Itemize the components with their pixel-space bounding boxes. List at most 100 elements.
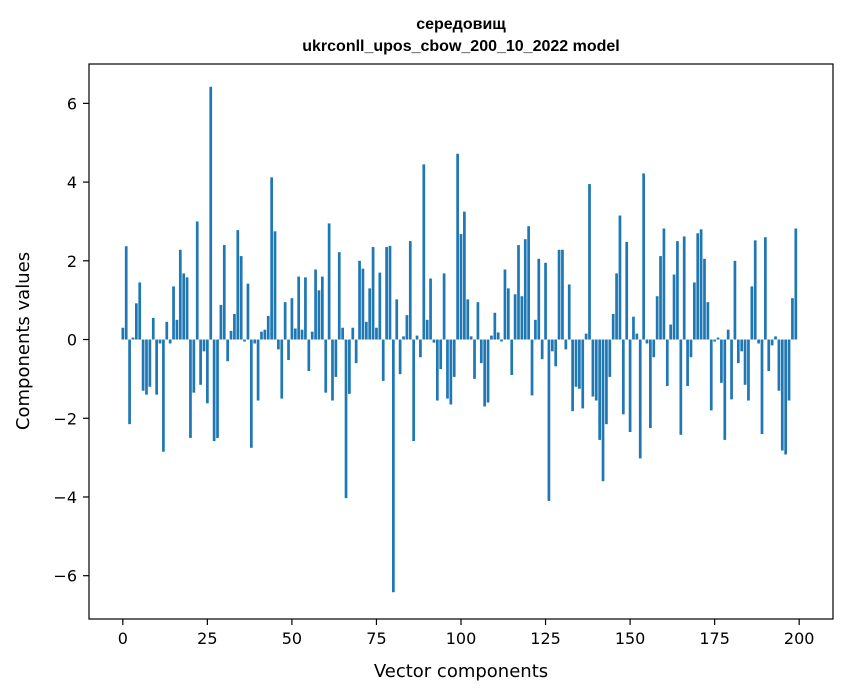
bar xyxy=(753,240,757,340)
bar xyxy=(649,339,652,429)
bar xyxy=(594,339,598,401)
bar xyxy=(544,262,547,340)
bar xyxy=(178,249,182,340)
bar xyxy=(794,228,798,340)
bar xyxy=(368,288,372,340)
bar xyxy=(747,339,750,401)
bar xyxy=(419,339,422,358)
bar xyxy=(669,324,673,340)
bar xyxy=(324,339,328,393)
bar xyxy=(354,339,358,364)
x-tick-label: 200 xyxy=(784,629,815,648)
bar xyxy=(557,249,561,340)
bar xyxy=(452,339,456,377)
bar xyxy=(172,286,175,340)
bar xyxy=(175,319,179,340)
bar xyxy=(212,339,216,442)
bar xyxy=(608,339,612,377)
bar xyxy=(696,233,700,340)
x-tick-label: 175 xyxy=(699,629,730,648)
bar xyxy=(334,339,338,377)
bar xyxy=(219,304,223,340)
bar xyxy=(510,339,514,375)
bar xyxy=(395,299,399,340)
bar xyxy=(290,298,294,340)
bar xyxy=(554,339,558,367)
bar xyxy=(293,328,297,340)
bar xyxy=(195,221,199,340)
bar xyxy=(628,339,632,433)
bar xyxy=(733,260,737,340)
bar xyxy=(266,315,270,340)
bar xyxy=(307,339,311,372)
bar xyxy=(402,336,405,340)
bar xyxy=(327,223,331,340)
bar xyxy=(605,339,608,425)
bar xyxy=(709,339,713,411)
bar xyxy=(206,339,209,404)
bar xyxy=(320,276,324,340)
bar xyxy=(199,339,202,385)
bar xyxy=(550,339,554,352)
bar xyxy=(506,288,510,340)
x-tick-label: 0 xyxy=(118,629,128,648)
bar xyxy=(496,332,500,340)
bar xyxy=(439,339,443,370)
bar xyxy=(165,321,169,340)
x-tick-label: 25 xyxy=(197,629,217,648)
bar xyxy=(730,339,733,400)
bar xyxy=(131,337,135,340)
bar xyxy=(703,258,706,340)
bar xyxy=(425,319,429,340)
bar xyxy=(273,231,277,340)
bar xyxy=(591,339,595,397)
bar xyxy=(567,284,571,340)
bar xyxy=(442,273,446,340)
bar xyxy=(432,339,436,343)
bar xyxy=(523,239,527,340)
bar xyxy=(635,333,639,340)
bar xyxy=(405,315,409,340)
bar xyxy=(385,247,388,340)
bar xyxy=(185,277,189,340)
bar xyxy=(621,339,625,415)
bar xyxy=(706,302,710,340)
bar xyxy=(784,339,788,455)
bar xyxy=(584,333,588,340)
chart-title: середовищ xyxy=(416,16,506,33)
bar xyxy=(222,245,226,340)
bar xyxy=(249,339,253,448)
bar xyxy=(189,339,192,438)
bar xyxy=(655,296,659,340)
bar xyxy=(574,339,578,387)
bar xyxy=(449,339,453,405)
bar xyxy=(618,215,622,340)
bar xyxy=(233,313,236,340)
bar xyxy=(713,339,716,342)
y-tick-label: 0 xyxy=(67,331,77,350)
bar xyxy=(645,339,649,344)
bar xyxy=(672,274,676,340)
bar xyxy=(679,339,683,435)
bar xyxy=(422,164,426,340)
bar xyxy=(527,226,530,340)
bar xyxy=(479,339,483,364)
bar xyxy=(483,339,487,407)
bar xyxy=(726,329,730,340)
bar xyxy=(162,339,165,452)
bar xyxy=(381,339,385,381)
bar xyxy=(615,273,618,340)
bar xyxy=(344,339,348,499)
bar xyxy=(486,339,490,403)
bar xyxy=(341,327,344,340)
x-axis: 0 25 50 75 100 125 150 175 200 xyxy=(118,619,815,648)
bar xyxy=(561,249,564,340)
bar xyxy=(459,234,463,340)
bar xyxy=(520,296,524,340)
bar xyxy=(277,339,280,350)
bar xyxy=(408,241,412,340)
bar xyxy=(348,339,351,394)
bar xyxy=(760,339,764,434)
bars-group xyxy=(121,86,798,593)
bar xyxy=(415,335,419,340)
